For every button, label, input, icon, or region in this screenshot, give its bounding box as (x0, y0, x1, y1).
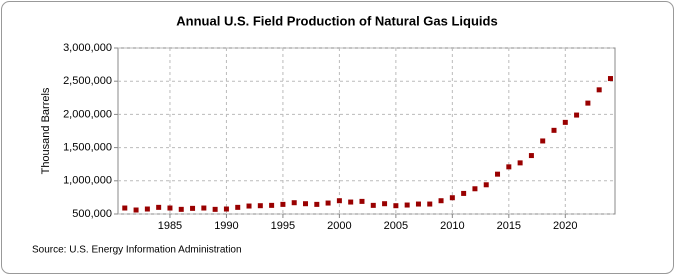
x-tick-label: 2020 (553, 220, 577, 232)
data-point (167, 205, 173, 211)
data-point (223, 206, 229, 212)
data-point (393, 203, 399, 209)
x-tick-label: 2005 (384, 220, 408, 232)
data-point (540, 138, 546, 144)
data-point (596, 87, 602, 93)
data-point (156, 204, 162, 210)
data-point (415, 201, 421, 207)
data-point (269, 202, 275, 208)
data-point (574, 112, 580, 118)
data-point (257, 203, 263, 209)
x-tick-label: 2000 (327, 220, 351, 232)
x-tick-label: 2010 (440, 220, 464, 232)
data-point (359, 198, 365, 204)
data-point (562, 119, 568, 125)
data-point (495, 171, 501, 177)
data-point (303, 201, 309, 207)
x-tick-label: 2015 (497, 220, 521, 232)
y-tick-label: 500,000 (72, 208, 112, 220)
plot-area (117, 47, 616, 215)
y-tick-label: 1,000,000 (63, 175, 112, 187)
x-tick-label: 1995 (271, 220, 295, 232)
data-point (190, 205, 196, 211)
data-point (348, 199, 354, 205)
data-point (325, 200, 331, 206)
data-point (528, 153, 534, 159)
data-point (607, 76, 613, 82)
y-tick-label: 3,000,000 (63, 42, 112, 54)
chart-title: Annual U.S. Field Production of Natural … (176, 13, 497, 28)
data-point (246, 203, 252, 209)
data-point (122, 205, 128, 211)
x-tick-label: 1985 (158, 220, 182, 232)
data-point (178, 206, 184, 212)
data-point (551, 127, 557, 133)
data-point (235, 204, 241, 210)
y-axis-label: Thousand Barrels (40, 87, 52, 174)
data-point (314, 201, 320, 207)
data-point (404, 202, 410, 208)
data-point (449, 195, 455, 201)
data-point (506, 164, 512, 170)
data-point (427, 201, 433, 207)
y-tick-label: 2,500,000 (63, 75, 112, 87)
data-point (483, 182, 489, 188)
data-point (144, 206, 150, 212)
data-point (461, 190, 467, 196)
data-point (517, 160, 523, 166)
data-point (370, 202, 376, 208)
x-tick-label: 1990 (214, 220, 238, 232)
y-tick-label: 2,000,000 (63, 108, 112, 120)
data-point (438, 198, 444, 204)
data-point (585, 100, 591, 106)
data-point (201, 205, 207, 211)
data-point (291, 200, 297, 206)
y-tick-label: 1,500,000 (63, 142, 112, 154)
data-point (472, 186, 478, 192)
data-point (336, 198, 342, 204)
data-point (212, 206, 218, 212)
data-point (133, 207, 139, 213)
data-point (382, 201, 388, 207)
source-note: Source: U.S. Energy Information Administ… (32, 245, 242, 256)
data-point (280, 201, 286, 207)
